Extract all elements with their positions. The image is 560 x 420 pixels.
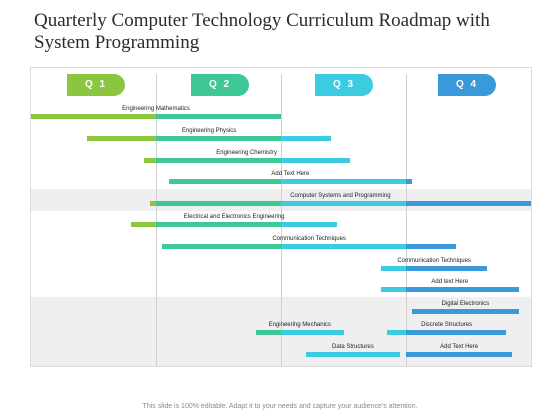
row-label: Add Text Here [440,344,479,350]
timeline-bar-segment [381,266,406,271]
row-label: Data Structures [332,344,374,350]
timeline-bar-segment [156,222,281,227]
timeline-bar-segment [149,201,156,206]
timeline-bar-segment [281,222,338,227]
roadmap-board: Q 1 Q 2 Q 3 Q 4 Engineering Mathematics E… [30,67,532,367]
timeline-bar-segment [162,244,281,249]
timeline-bar-segment [281,330,344,335]
timeline-bar-segment [31,114,156,119]
quarter-divider [156,74,157,366]
footer-note: This slide is 100% editable. Adapt it to… [142,403,418,410]
timeline-bar-segment [281,244,406,249]
timeline-bar-segment [387,330,406,335]
row-label: Digital Electronics [441,301,490,307]
row-label: Communication Techniques [272,236,346,242]
timeline-bar-segment [406,244,456,249]
quarter-divider [281,74,282,366]
row-label: Add Text Here [271,171,310,177]
row-label: Engineering Mechanics [268,322,331,328]
timeline-bar-segment [168,179,281,184]
timeline-bar-segment [281,136,331,141]
timeline-bar-segment [406,287,519,292]
timeline-bar-segment [406,266,488,271]
timeline-bar-segment [156,201,281,206]
row-label: Engineering Physics [181,128,237,134]
timeline-bar-segment [406,179,413,184]
row-label: Engineering Mathematics [122,106,190,112]
row-label: Discrete Structures [421,322,473,328]
timeline-bar-segment [156,114,281,119]
row-label: Add text Here [431,279,469,285]
quarter-q2-header: Q 2 [191,74,249,96]
timeline-bar-segment [406,352,513,357]
timeline-bar-segment [412,309,519,314]
timeline-bar-segment [131,222,156,227]
page-title: Quarterly Computer Technology Curriculum… [34,10,490,53]
timeline-bar-segment [406,201,531,206]
timeline-bar-segment [156,158,281,163]
quarter-q1-header: Q 1 [67,74,125,96]
timeline-bar-segment [143,158,156,163]
row-label: Communication Techniques [397,258,471,264]
quarter-q4-header: Q 4 [438,74,496,96]
timeline-bar-segment [156,136,281,141]
timeline-bar-segment [281,201,406,206]
timeline-bar-segment [256,330,281,335]
timeline-bar-segment [281,158,350,163]
timeline-bar-segment [306,352,400,357]
quarter-q3-header: Q 3 [315,74,373,96]
row-label: Electrical and Electronics Engineering [183,214,285,220]
row-label: Computer Systems and Programming [290,193,391,199]
row-label: Engineering Chemistry [216,150,277,156]
timeline-bar-segment [281,179,406,184]
timeline-bar-segment [406,330,506,335]
quarter-divider [406,74,407,366]
timeline-bar-segment [381,287,406,292]
timeline-bar-segment [87,136,156,141]
